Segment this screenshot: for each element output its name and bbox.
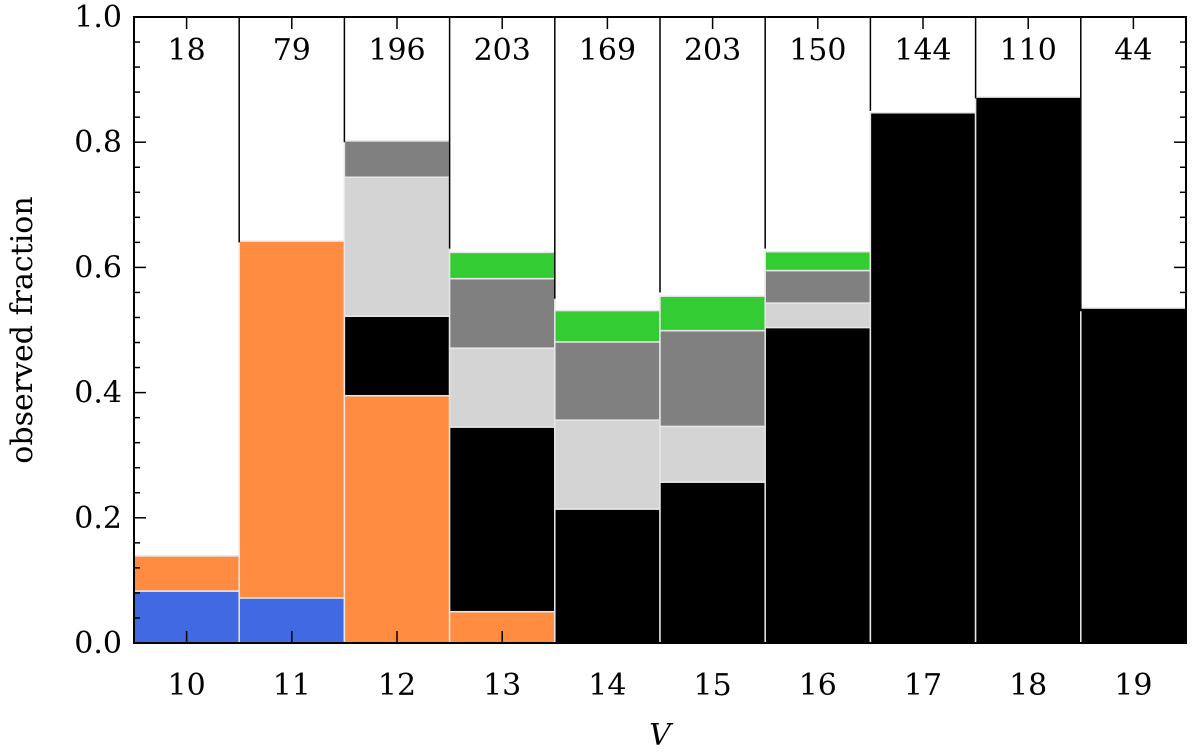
- bar-segment: [448, 277, 556, 349]
- count-label: 203: [684, 33, 741, 68]
- count-label: 196: [368, 33, 425, 68]
- y-tick-label: 0.0: [74, 626, 122, 661]
- x-tick-label: 15: [694, 668, 732, 703]
- x-tick-label: 13: [483, 668, 521, 703]
- bar-segment: [659, 481, 766, 644]
- y-tick-label: 0.2: [74, 501, 122, 536]
- count-label: 18: [168, 33, 206, 68]
- x-tick-label: 12: [378, 668, 416, 703]
- bar-segment: [659, 295, 766, 332]
- bar-segment: [448, 251, 556, 280]
- y-tick-label: 0.6: [74, 250, 122, 285]
- bar-segment: [448, 426, 556, 613]
- count-label: 150: [789, 33, 846, 68]
- y-tick-label: 0.8: [74, 125, 122, 160]
- bar-segment: [343, 176, 451, 317]
- x-tick-label: 11: [273, 668, 311, 703]
- bar-segment: [659, 329, 766, 428]
- x-axis-title: V: [649, 718, 674, 753]
- bar-segment: [659, 425, 766, 483]
- x-tick-label: 14: [588, 668, 626, 703]
- bar-segment: [343, 315, 451, 397]
- count-label: 44: [1114, 33, 1152, 68]
- bar-segment: [764, 251, 872, 272]
- bar-segment: [869, 112, 977, 644]
- x-tick-label: 19: [1114, 668, 1152, 703]
- x-tick-label: 16: [799, 668, 837, 703]
- x-tick-label: 10: [168, 668, 206, 703]
- y-axis-title: observed fraction: [5, 196, 40, 463]
- bar-segment: [764, 269, 872, 304]
- bar-segment: [554, 341, 661, 421]
- bar-segment: [238, 240, 346, 599]
- bar-segment: [343, 394, 451, 644]
- y-tick-label: 0.4: [74, 376, 122, 411]
- count-label: 144: [894, 33, 951, 68]
- bar-segment: [1080, 307, 1187, 644]
- count-label: 79: [273, 33, 311, 68]
- plot-frame: [133, 16, 1187, 644]
- x-tick-layer: 10 11 12 13 14 15 16 17 18 19: [168, 17, 1152, 703]
- divider-layer: [238, 17, 1082, 312]
- y-tick-layer: 0.0 0.2 0.4 0.6 0.8 1.0: [74, 0, 1186, 661]
- count-label-layer: 18 79 196 203 169 203 150 144 110 44: [168, 33, 1153, 68]
- x-tick-label: 18: [1009, 668, 1047, 703]
- bar-segment: [764, 326, 872, 644]
- count-label: 203: [474, 33, 531, 68]
- y-tick-label: 1.0: [74, 0, 122, 35]
- bar-segment: [343, 140, 451, 179]
- count-label: 169: [579, 33, 636, 68]
- bar-segment: [554, 419, 661, 510]
- bar-segment: [974, 96, 1082, 644]
- bar-segment: [554, 508, 661, 644]
- bar-segment: [764, 302, 872, 329]
- bar-segment: [133, 555, 240, 592]
- bar-segment: [554, 309, 661, 343]
- count-label: 110: [1000, 33, 1057, 68]
- bar-segment: [448, 347, 556, 428]
- x-tick-label: 17: [904, 668, 942, 703]
